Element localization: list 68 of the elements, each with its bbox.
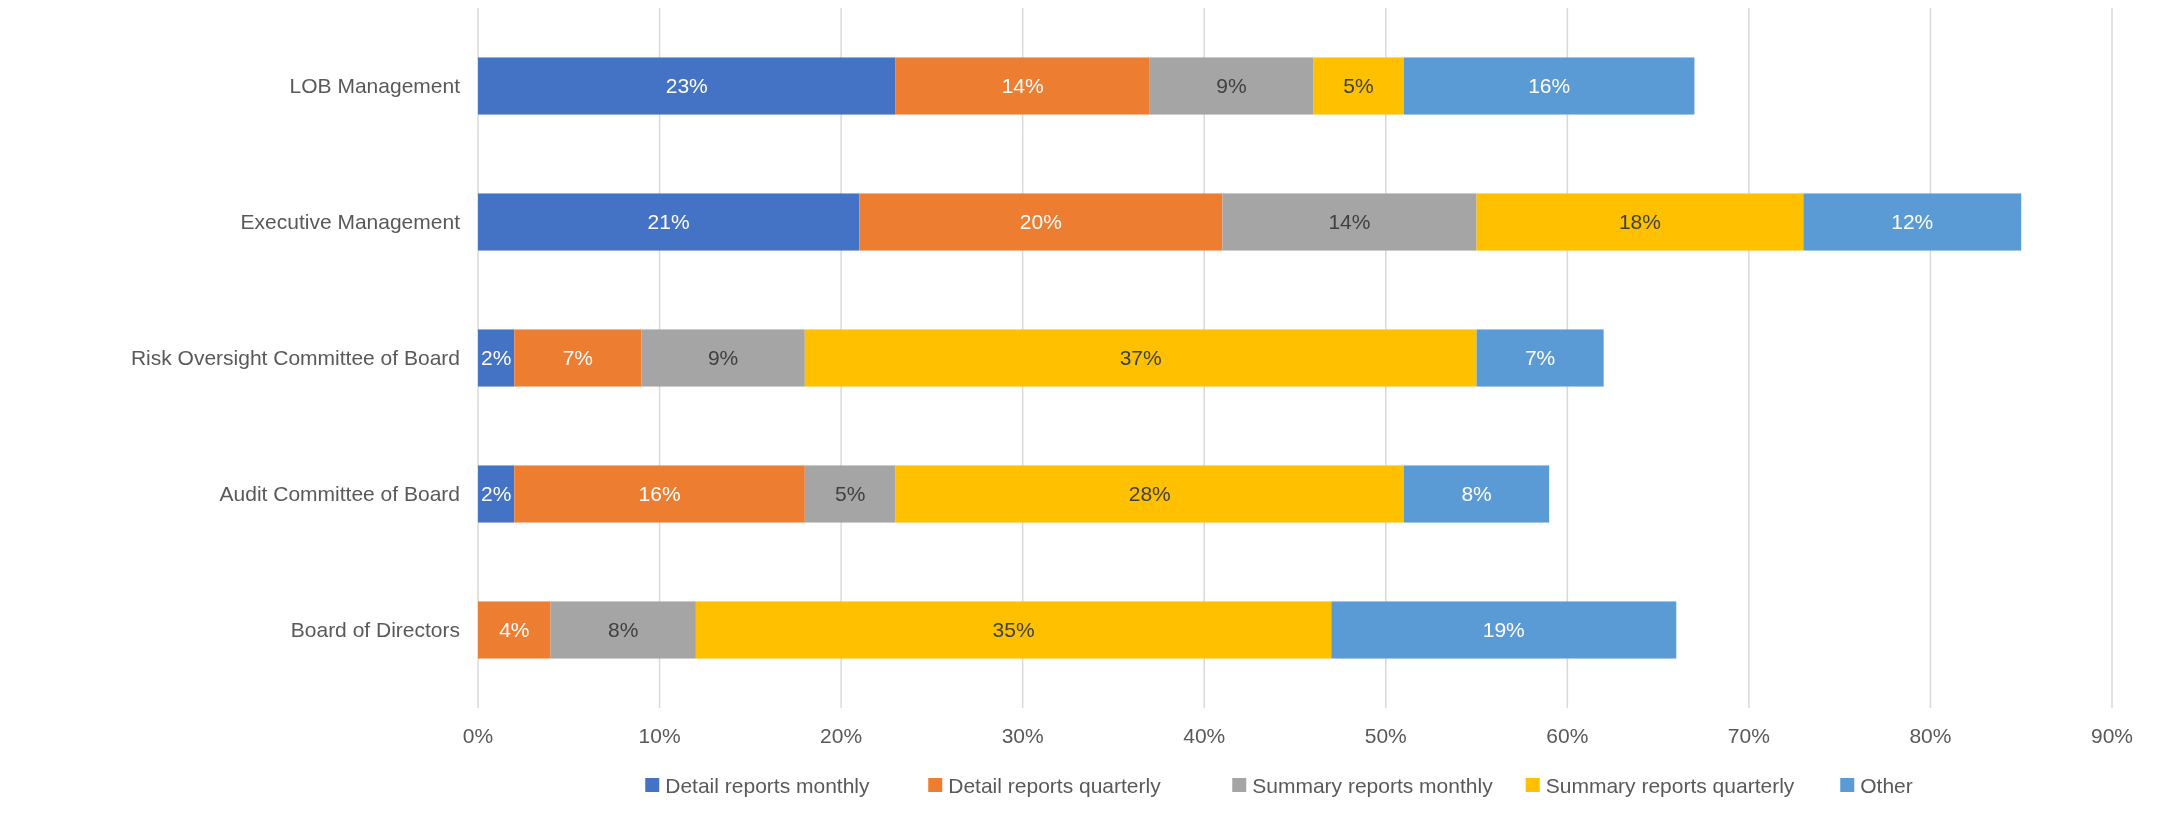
x-tick-label: 60% xyxy=(1546,724,1589,747)
data-label: 23% xyxy=(665,74,708,98)
bar xyxy=(895,465,1404,523)
bar xyxy=(478,601,551,659)
bar xyxy=(478,329,515,387)
x-tick-label: 80% xyxy=(1909,724,1952,747)
data-label: 20% xyxy=(1019,210,1062,234)
bar xyxy=(514,465,805,523)
bar xyxy=(695,601,1332,659)
legend-label: Summary reports quarterly xyxy=(1545,774,1795,798)
data-label: 16% xyxy=(638,482,681,506)
legend-label: Detail reports quarterly xyxy=(948,774,1162,798)
bar xyxy=(1803,193,2022,251)
bar xyxy=(804,329,1477,387)
x-tick-label: 0% xyxy=(462,724,494,747)
x-tick-label: 30% xyxy=(1001,724,1044,747)
legend-label: Detail reports monthly xyxy=(665,774,870,798)
bar xyxy=(1222,193,1477,251)
y-tick-label: Audit Committee of Board xyxy=(219,482,460,506)
data-label: 16% xyxy=(1528,74,1571,98)
bar xyxy=(804,465,896,523)
bar xyxy=(478,465,515,523)
data-label: 8% xyxy=(1461,482,1492,506)
x-tick-label: 10% xyxy=(638,724,681,747)
bar xyxy=(550,601,696,659)
x-tick-label: 20% xyxy=(820,724,863,747)
bar xyxy=(478,57,896,115)
data-label: 5% xyxy=(1343,74,1374,98)
y-tick-label: LOB Management xyxy=(289,74,461,98)
bar xyxy=(895,57,1150,115)
data-label: 14% xyxy=(1001,74,1044,98)
data-label: 35% xyxy=(992,618,1035,642)
data-label: 2% xyxy=(480,346,512,370)
y-tick-label: Risk Oversight Committee of Board xyxy=(130,346,460,370)
x-tick-label: 50% xyxy=(1364,724,1407,747)
bar xyxy=(859,193,1223,251)
data-label: 9% xyxy=(707,346,739,370)
x-tick-label: 70% xyxy=(1727,724,1770,747)
data-label: 7% xyxy=(1524,346,1556,370)
data-label: 19% xyxy=(1482,618,1525,642)
bar xyxy=(1403,465,1550,523)
bar xyxy=(1403,57,1695,115)
x-tick-label: 40% xyxy=(1183,724,1226,747)
data-label: 18% xyxy=(1618,210,1661,234)
bar xyxy=(1149,57,1314,115)
bar xyxy=(478,193,860,251)
bar xyxy=(1331,601,1677,659)
bar xyxy=(1476,193,1804,251)
data-label: 12% xyxy=(1891,210,1934,234)
legend-label: Summary reports monthly xyxy=(1252,774,1494,798)
y-tick-label: Board of Directors xyxy=(290,618,460,642)
data-label: 8% xyxy=(608,618,639,642)
data-label: 5% xyxy=(835,482,866,506)
data-label: 9% xyxy=(1216,74,1247,98)
data-label: 21% xyxy=(647,210,690,234)
x-tick-label: 90% xyxy=(2090,724,2134,747)
data-label: 2% xyxy=(480,482,512,506)
data-label: 28% xyxy=(1128,482,1171,506)
bar xyxy=(514,329,642,387)
data-label: 37% xyxy=(1119,346,1162,370)
y-tick-label: Executive Management xyxy=(240,210,461,234)
data-label: 7% xyxy=(562,346,594,370)
legend-label: Other xyxy=(1860,774,1913,798)
bar xyxy=(1313,57,1404,115)
bar xyxy=(641,329,805,387)
data-label: 14% xyxy=(1328,210,1371,234)
bar xyxy=(1476,329,1604,387)
data-label: 4% xyxy=(499,618,530,642)
